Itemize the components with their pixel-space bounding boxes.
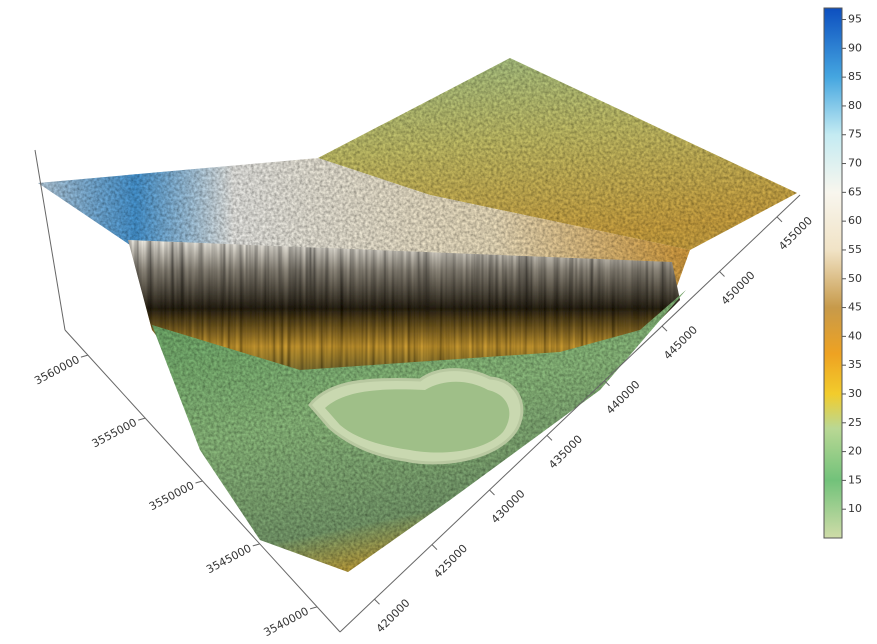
surface bbox=[38, 58, 797, 572]
colorbar-tick-label: 75 bbox=[848, 128, 862, 141]
x-tick-label: 430000 bbox=[489, 487, 528, 526]
colorbar-tick-label: 70 bbox=[848, 157, 862, 170]
lake bbox=[325, 381, 510, 453]
colorbar-tick-label: 80 bbox=[848, 99, 862, 112]
colorbar-tick-label: 55 bbox=[848, 243, 862, 256]
colorbar-tick-label: 40 bbox=[848, 329, 862, 342]
x-axis-line bbox=[339, 194, 801, 633]
x-tick bbox=[431, 544, 438, 550]
colorbar-tick-label: 60 bbox=[848, 214, 862, 227]
colorbar-tick-label: 15 bbox=[848, 473, 862, 486]
colorbar-tick-label: 85 bbox=[848, 70, 862, 83]
y-tick-label: 3560000 bbox=[32, 353, 81, 387]
x-tick bbox=[374, 598, 380, 605]
colorbar-tick-label: 65 bbox=[848, 185, 862, 198]
colorbar bbox=[823, 7, 843, 539]
x-tick bbox=[489, 489, 495, 496]
y-tick bbox=[138, 417, 146, 421]
x-tick bbox=[546, 434, 553, 441]
back-plateau bbox=[318, 58, 797, 250]
x-tick bbox=[604, 380, 610, 387]
x-tick-label: 425000 bbox=[431, 542, 470, 581]
y-tick-label: 3550000 bbox=[147, 479, 196, 513]
colorbar-tick-label: 25 bbox=[848, 416, 862, 429]
z-axis-line bbox=[34, 149, 66, 331]
colorbar-tick-label: 50 bbox=[848, 272, 862, 285]
colorbar-tick-label: 35 bbox=[848, 358, 862, 371]
colorbar-tick-label: 30 bbox=[848, 387, 862, 400]
x-tick bbox=[719, 271, 725, 277]
x-tick-label: 450000 bbox=[719, 269, 758, 308]
y-tick-label: 3540000 bbox=[262, 605, 311, 639]
y-tick bbox=[80, 354, 89, 358]
y-tick bbox=[309, 606, 318, 610]
y-tick bbox=[195, 480, 203, 484]
y-tick bbox=[252, 543, 260, 547]
x-tick-label: 445000 bbox=[661, 323, 700, 362]
x-tick-label: 420000 bbox=[374, 596, 413, 635]
x-tick bbox=[661, 325, 668, 332]
colorbar-tick-label: 10 bbox=[848, 502, 862, 515]
colorbar-tick-label: 20 bbox=[848, 445, 862, 458]
x-tick-label: 455000 bbox=[776, 214, 815, 253]
x-tick-label: 440000 bbox=[604, 378, 643, 417]
y-tick-label: 3555000 bbox=[90, 416, 139, 450]
colorbar-tick-label: 95 bbox=[848, 13, 862, 26]
x-tick-label: 435000 bbox=[546, 433, 585, 472]
y-tick-label: 3545000 bbox=[204, 542, 253, 576]
colorbar-tick-label: 90 bbox=[848, 41, 862, 54]
colorbar-tick-label: 45 bbox=[848, 301, 862, 314]
x-tick bbox=[776, 216, 783, 223]
